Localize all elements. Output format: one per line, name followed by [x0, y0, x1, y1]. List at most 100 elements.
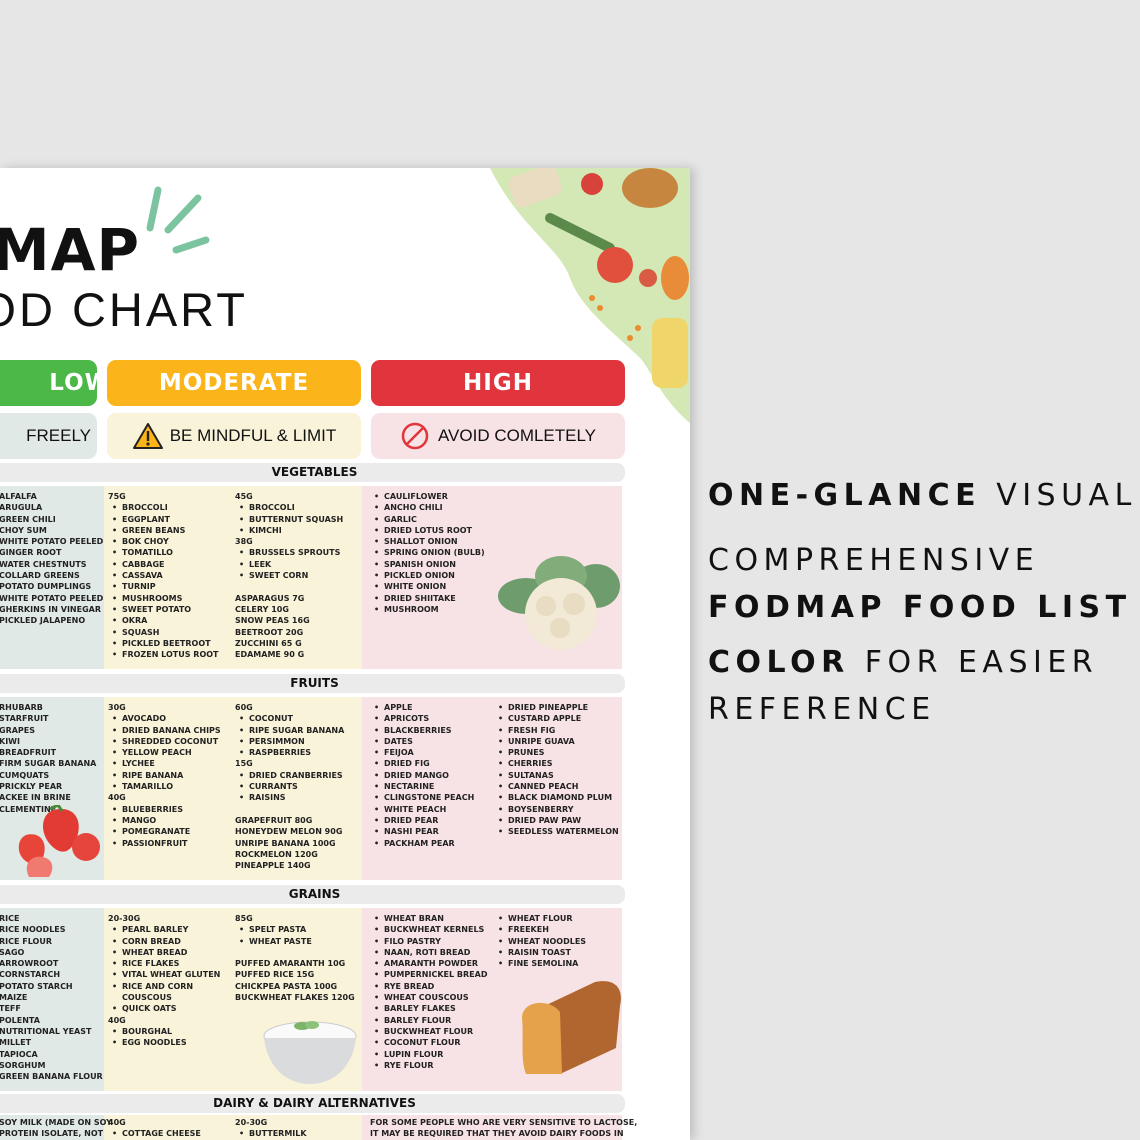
list-item: COCONUT FLOUR	[370, 1037, 487, 1049]
list-item: MILLET	[0, 1038, 32, 1048]
high-list: DRIED PINEAPPLECUSTARD APPLEFRESH FIGUNR…	[494, 702, 619, 838]
low-column-bg	[0, 1115, 104, 1140]
feature-line-3-bold: FODMAP FOOD LIST	[708, 590, 1132, 625]
low-list: RHUBARB STARFRUIT GRAPES KIWI BREADFRUIT FIRM…	[0, 702, 96, 815]
list-item: SPRING ONION (BULB)	[370, 547, 485, 559]
list-item: WHEAT COUSCOUS	[370, 992, 487, 1004]
list-item: TAPIOCA	[0, 1049, 38, 1059]
list-item: WHITE POTATO PEELED	[0, 593, 104, 603]
list-item: TOMATILLO	[108, 547, 219, 559]
list-item: WHITE PEACH	[370, 804, 474, 816]
list-item: CHOY SUM	[0, 525, 47, 535]
list-item: ASPARAGUS 7G	[235, 593, 305, 603]
list-item: SNOW PEAS 16G	[235, 616, 310, 626]
list-item: SPANISH ONION	[370, 559, 485, 571]
high-list: WHEAT BRANBUCKWHEAT KERNELSFILO PASTRYNA…	[370, 913, 487, 1071]
list-item: MAIZE	[0, 993, 28, 1003]
list-item: FREEKEH	[494, 924, 586, 936]
list-item: SEEDLESS WATERMELON	[494, 826, 619, 838]
list-item: SORGHUM	[0, 1060, 46, 1070]
list-item: PACKHAM PEAR	[370, 838, 474, 850]
list-item: BREADFRUIT	[0, 748, 57, 758]
list-item: PUFFED AMARANTH 10G	[235, 959, 346, 969]
list-item: TURNIP	[108, 581, 219, 593]
list-item: PERSIMMON	[235, 736, 344, 748]
list-item: PASSIONFRUIT	[108, 838, 221, 850]
strawberries-illustration	[18, 805, 100, 877]
list-item: IT MAY BE REQUIRED THAT THEY AVOID DAIRY…	[370, 1129, 624, 1139]
list-item: WHEAT BRAN	[370, 913, 487, 925]
list-item: CORN BREAD	[108, 936, 220, 948]
low-list: RICE RICE NOODLES RICE FLOUR SAGO ARROWROOT C…	[0, 913, 103, 1082]
list-item: NASHI PEAR	[370, 826, 474, 838]
list-item: AVOCADO	[108, 713, 221, 725]
list-item: POTATO STARCH	[0, 981, 73, 991]
list-item: TAMARILLO	[108, 781, 221, 793]
list-item: SPELT PASTA	[235, 924, 355, 936]
moderate-list: 30GAVOCADODRIED BANANA CHIPSSHREDDED COC…	[108, 702, 221, 849]
moderate-list: 60GCOCONUTRIPE SUGAR BANANAPERSIMMONRASP…	[235, 702, 344, 871]
bread-loaf-illustration	[522, 981, 621, 1074]
list-item: POTATO DUMPLINGS	[0, 582, 92, 592]
list-item: ALFALFA	[0, 492, 37, 501]
low-list: ALFALFA ARUGULA GREEN CHILI CHOY SUM WHITE P…	[0, 491, 103, 627]
list-item: RICE FLAKES	[108, 958, 220, 970]
list-item: CUMQUATS	[0, 770, 50, 780]
list-item: WHITE POTATO PEELED	[0, 537, 104, 547]
feature-line-1-bold: ONE-GLANCE	[708, 478, 982, 513]
high-note: FOR SOME PEOPLE WHO ARE VERY SENSITIVE T…	[370, 1117, 637, 1140]
list-item: DRIED MANGO	[370, 770, 474, 782]
list-item: YELLOW PEACH	[108, 747, 221, 759]
list-item: BROCCOLI	[108, 502, 219, 514]
list-item: WHITE ONION	[370, 581, 485, 593]
list-item: 20-30G	[108, 914, 141, 923]
level-low-pill: LOW	[0, 360, 110, 406]
list-item: 40G	[108, 1118, 126, 1127]
level-moderate-pill: MODERATE	[107, 360, 361, 406]
list-item: KIMCHI	[235, 525, 343, 537]
feature-line-2: COMPREHENSIVE	[708, 543, 1040, 578]
list-item: DRIED PAW PAW	[494, 815, 619, 827]
list-item: CASSAVA	[108, 570, 219, 582]
list-item: LYCHEE	[108, 758, 221, 770]
list-item: KIWI	[0, 736, 20, 746]
moderate-list: 20-30GPEARL BARLEYCORN BREADWHEAT BREADR…	[108, 913, 220, 1049]
level-low-note-text: FREELY	[26, 426, 91, 445]
moderate-list: 45GBROCCOLIBUTTERNUT SQUASHKIMCHI38GBRUS…	[235, 491, 343, 660]
list-item: FILO PASTRY	[370, 936, 487, 948]
rice-bowl-illustration	[263, 1021, 357, 1084]
list-item: POMEGRANATE	[108, 826, 221, 838]
high-list: APPLEAPRICOTSBLACKBERRIESDATESFEIJOADRIE…	[370, 702, 474, 849]
level-high-pill: HIGH	[371, 360, 625, 406]
fodmap-chart-sheet: FODMAP FOOD CHART LOW MODERATE HIGH FREE…	[0, 168, 690, 1140]
list-item: CUSTARD APPLE	[494, 713, 619, 725]
list-item: FOR SOME PEOPLE WHO ARE VERY SENSITIVE T…	[370, 1118, 638, 1127]
list-item: BARLEY FLAKES	[370, 1003, 487, 1015]
list-item: 20-30G	[235, 1118, 268, 1127]
list-item: NECTARINE	[370, 781, 474, 793]
list-item: PRICKLY PEAR	[0, 782, 63, 792]
list-item: CANNED PEACH	[494, 781, 619, 793]
list-item: DRIED PINEAPPLE	[494, 702, 619, 714]
list-item: STARFRUIT	[0, 714, 49, 724]
list-item: BOYSENBERRY	[494, 804, 619, 816]
list-item: BUCKWHEAT FLOUR	[370, 1026, 487, 1038]
list-item: GREEN BANANA FLOUR	[0, 1072, 103, 1082]
list-item: 30G	[108, 703, 126, 712]
list-item: PRUNES	[494, 747, 619, 759]
accent-strokes-icon	[146, 186, 210, 254]
low-column-bg	[0, 908, 104, 1091]
feature-line-1: ONE-GLANCE VISUAL	[708, 478, 1137, 513]
list-item: WHEAT FLOUR	[494, 913, 586, 925]
list-item: FRESH FIG	[494, 725, 619, 737]
list-item: CORNSTARCH	[0, 970, 61, 980]
list-item: COTTAGE CHEESE	[108, 1128, 201, 1140]
list-item: PINEAPPLE 140G	[235, 861, 311, 871]
list-item: RICE NOODLES	[0, 925, 66, 935]
list-item: CAULIFLOWER	[370, 491, 485, 503]
feature-line-1-rest: VISUAL	[996, 478, 1137, 513]
chart-title: FODMAP	[0, 216, 140, 284]
list-item: 40G	[108, 793, 126, 803]
list-item: NAAN, ROTI BREAD	[370, 947, 487, 959]
list-item: UNRIPE BANANA 100G	[235, 838, 336, 848]
